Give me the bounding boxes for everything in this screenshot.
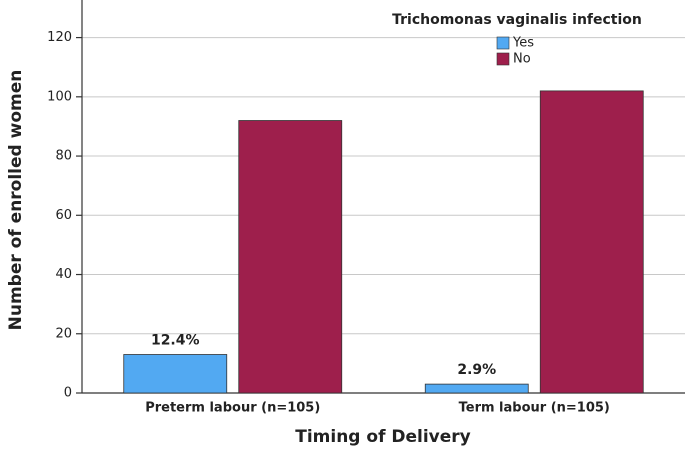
legend-swatch (496, 36, 510, 50)
legend-label: Yes (512, 36, 534, 51)
legend-title: Trichomonas vaginalis infection (392, 12, 642, 28)
bar (539, 90, 644, 394)
x-axis-title: Timing of Delivery (295, 427, 471, 447)
y-tick-label: 0 (64, 386, 72, 401)
legend-swatch (496, 52, 510, 66)
y-tick-label: 80 (55, 149, 72, 164)
bar-annotation: 12.4% (151, 332, 200, 348)
bar-annotation: 2.9% (457, 362, 496, 378)
y-tick-label: 120 (47, 30, 72, 45)
bar (238, 120, 343, 394)
x-tick-label: Preterm labour (n=105) (145, 401, 320, 416)
y-axis-title: Number of enrolled women (6, 70, 26, 331)
bar (424, 383, 529, 394)
legend-label: No (513, 52, 531, 67)
y-tick-label: 100 (47, 89, 72, 104)
y-tick-label: 60 (55, 208, 72, 223)
y-tick-label: 40 (55, 267, 72, 282)
bar (123, 354, 228, 394)
x-tick-label: Term labour (n=105) (459, 401, 610, 416)
y-tick-label: 20 (55, 326, 72, 341)
